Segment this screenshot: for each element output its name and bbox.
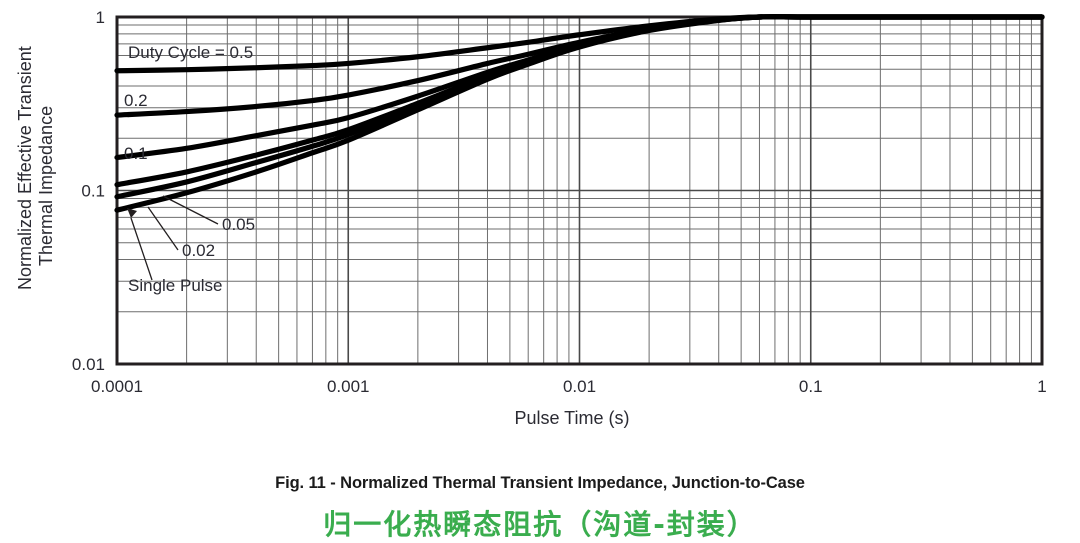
annotation-labels: Duty Cycle = 0.5 0.2 0.1 0.05 0.02 Single Pul… [124, 43, 255, 295]
leader-line-0.02 [147, 206, 179, 251]
y-axis-label-line1: Normalized Effective Transient [15, 46, 35, 290]
y-tick-label: 0.1 [81, 182, 105, 201]
x-tick-label: 0.01 [563, 377, 596, 396]
annotation-0.5: Duty Cycle = 0.5 [128, 43, 253, 62]
x-axis-label: Pulse Time (s) [514, 408, 629, 428]
axis-tick-labels: 0.0001 0.001 0.01 0.1 1 0.01 0.1 1 [72, 8, 1047, 396]
figure-caption-english: Fig. 11 - Normalized Thermal Transient I… [275, 474, 805, 492]
x-tick-label: 0.0001 [91, 377, 143, 396]
annotation-0.2: 0.2 [124, 91, 148, 110]
annotation-0.1: 0.1 [124, 144, 148, 163]
curve-single-pulse [114, 14, 1045, 213]
thermal-impedance-chart: 0.0001 0.001 0.01 0.1 1 0.01 0.1 1 Duty Cycle =… [15, 8, 1047, 428]
x-tick-label: 1 [1037, 377, 1046, 396]
leader-line-0.05 [162, 195, 219, 225]
annotation-single-pulse: Single Pulse [128, 276, 223, 295]
annotation-0.05: 0.05 [222, 215, 255, 234]
y-axis-label-line2: Thermal Impedance [36, 106, 56, 266]
x-tick-label: 0.001 [327, 377, 370, 396]
annotation-0.02: 0.02 [182, 241, 215, 260]
leader-arrowhead-single-pulse [127, 208, 137, 218]
leader-line-single-pulse [130, 217, 153, 281]
data-curves [114, 14, 1045, 213]
annotation-leader-lines [127, 195, 219, 281]
y-tick-label: 1 [96, 8, 105, 27]
x-tick-label: 0.1 [799, 377, 823, 396]
figure-caption-chinese: 归一化热瞬态阻抗（沟道-封装） [323, 508, 757, 541]
y-tick-label: 0.01 [72, 355, 105, 374]
plot-frame [115, 15, 1044, 366]
